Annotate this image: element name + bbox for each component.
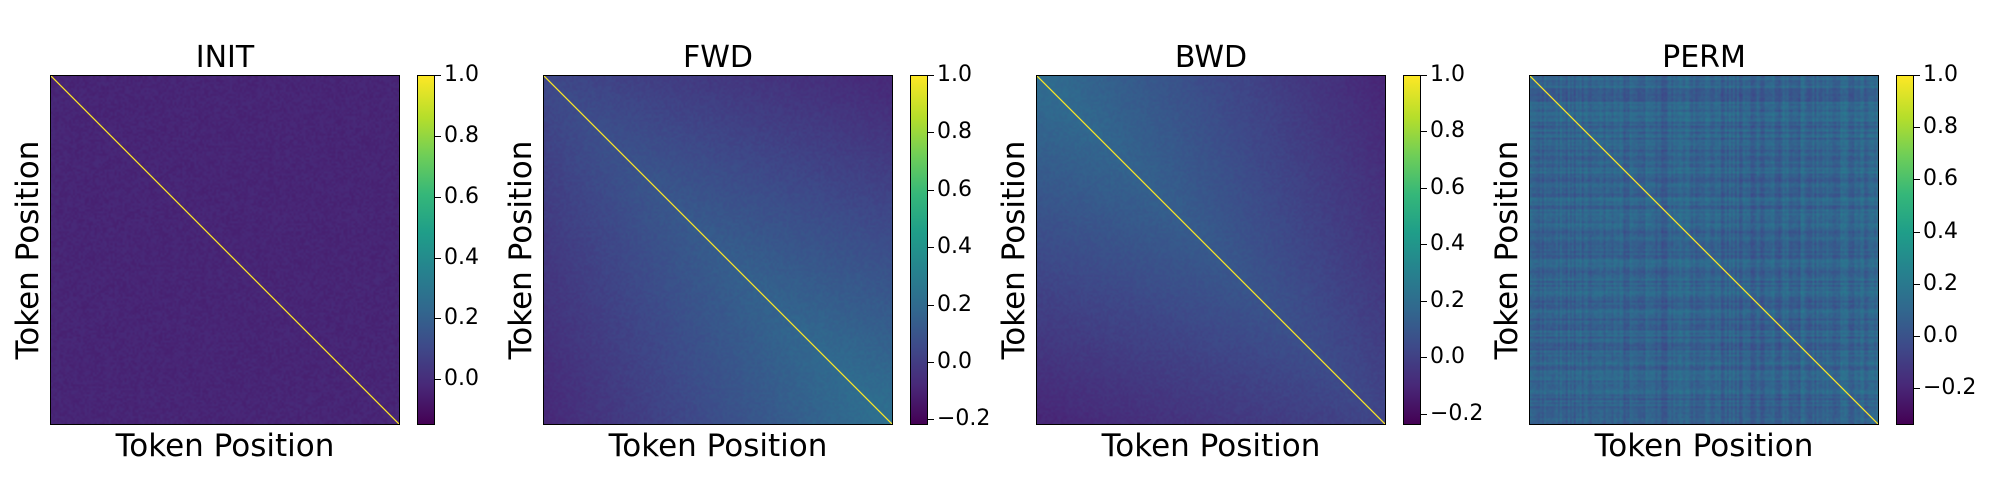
- colorbar-tick-label: −0.2: [937, 406, 991, 432]
- colorbar-tick-label: 0.6: [444, 183, 479, 209]
- y-axis-label: Token Position: [1489, 140, 1525, 360]
- colorbar-tick-label: 0.8: [444, 122, 479, 148]
- colorbar-tick-mark: [1421, 413, 1427, 415]
- colorbar-tick-mark: [928, 132, 934, 134]
- colorbar-tick-mark: [928, 75, 934, 76]
- y-axis-label: Token Position: [996, 140, 1032, 360]
- colorbar-tick-label: 0.4: [444, 244, 479, 270]
- heatmap-panel-bwd: BWD Token Position Token Position −0.2 0.…: [986, 0, 1486, 500]
- colorbar-tick-mark: [1914, 283, 1920, 285]
- heatmap-diagonal-line: [51, 76, 399, 424]
- colorbar-tick-mark: [1421, 131, 1427, 133]
- colorbar-tick-label: 0.8: [937, 119, 972, 145]
- panel-title: PERM: [1662, 40, 1746, 75]
- colorbar-tick-label: 0.0: [1923, 323, 1958, 349]
- colorbar-tick-label: 0.0: [1430, 344, 1465, 370]
- panel-title: BWD: [1174, 40, 1248, 75]
- colorbar-tick-label: 0.2: [1430, 287, 1465, 313]
- colorbar-tick-mark: [435, 257, 441, 259]
- colorbar-tick-label: 1.0: [444, 62, 479, 87]
- colorbar: [910, 75, 928, 425]
- colorbar-tick-mark: [435, 75, 441, 76]
- colorbar-tick-label: 0.8: [1430, 118, 1465, 144]
- colorbar-tick-mark: [1421, 357, 1427, 359]
- colorbar-tick-label: 1.0: [1430, 62, 1465, 87]
- colorbar-tick-label: 0.0: [444, 366, 479, 392]
- x-axis-label: Token Position: [1594, 428, 1814, 464]
- colorbar-tick-label: 0.6: [1923, 166, 1958, 192]
- x-axis-label: Token Position: [115, 428, 335, 464]
- colorbar-tick-mark: [1914, 75, 1920, 76]
- heatmap-diagonal-line: [1530, 76, 1878, 424]
- colorbar-tick-label: 0.8: [1923, 114, 1958, 140]
- colorbar-tick-label: 0.2: [937, 291, 972, 317]
- colorbar-tick-mark: [1914, 231, 1920, 233]
- heatmap-plot: [543, 75, 893, 425]
- colorbar: [1403, 75, 1421, 425]
- colorbar-tick-label: −0.2: [1923, 375, 1977, 401]
- heatmap-panel-fwd: FWD Token Position Token Position −0.2 0.…: [493, 0, 993, 500]
- colorbar-tick-label: 0.4: [1923, 218, 1958, 244]
- colorbar-tick-mark: [928, 419, 934, 421]
- heatmap-panel-perm: PERM Token Position Token Position −0.2 0…: [1479, 0, 1979, 500]
- colorbar-tick-label: 0.4: [937, 234, 972, 260]
- colorbar-tick-mark: [928, 189, 934, 191]
- heatmap-panel-init: INIT Token Position Token Position 0.0 0.…: [0, 0, 500, 500]
- colorbar-tick-mark: [928, 304, 934, 306]
- colorbar: [417, 75, 435, 425]
- colorbar-tick-mark: [1914, 388, 1920, 390]
- colorbar: [1896, 75, 1914, 425]
- colorbar-tick-label: 0.2: [1923, 270, 1958, 296]
- colorbar-tick-label: 0.6: [1430, 174, 1465, 200]
- panel-title: FWD: [682, 40, 754, 75]
- colorbar-tick-label: 0.2: [444, 305, 479, 331]
- colorbar-tick-label: −0.2: [1430, 400, 1484, 426]
- colorbar-tick-mark: [1914, 336, 1920, 338]
- colorbar-tick-mark: [928, 247, 934, 249]
- heatmap-plot: [50, 75, 400, 425]
- colorbar-tick-label: 1.0: [937, 62, 972, 87]
- colorbar-tick-label: 0.6: [937, 176, 972, 202]
- colorbar-tick-mark: [1914, 127, 1920, 129]
- y-axis-label: Token Position: [10, 140, 46, 360]
- x-axis-label: Token Position: [608, 428, 828, 464]
- heatmap-plot: [1036, 75, 1386, 425]
- colorbar-tick-mark: [435, 318, 441, 320]
- x-axis-label: Token Position: [1101, 428, 1321, 464]
- colorbar-tick-mark: [435, 135, 441, 137]
- colorbar-tick-mark: [928, 361, 934, 363]
- heatmap-diagonal-line: [1037, 76, 1385, 424]
- heatmap-diagonal-line: [544, 76, 892, 424]
- colorbar-tick-label: 0.4: [1430, 231, 1465, 257]
- colorbar-tick-mark: [1914, 179, 1920, 181]
- colorbar-tick-mark: [1421, 75, 1427, 76]
- colorbar-tick-label: 1.0: [1923, 62, 1958, 87]
- panel-title: INIT: [195, 40, 255, 75]
- colorbar-tick-label: 0.0: [937, 348, 972, 374]
- heatmap-plot: [1529, 75, 1879, 425]
- colorbar-tick-mark: [435, 379, 441, 381]
- colorbar-tick-mark: [1421, 300, 1427, 302]
- y-axis-label: Token Position: [503, 140, 539, 360]
- colorbar-tick-mark: [1421, 187, 1427, 189]
- colorbar-tick-mark: [435, 196, 441, 198]
- colorbar-tick-mark: [1421, 244, 1427, 246]
